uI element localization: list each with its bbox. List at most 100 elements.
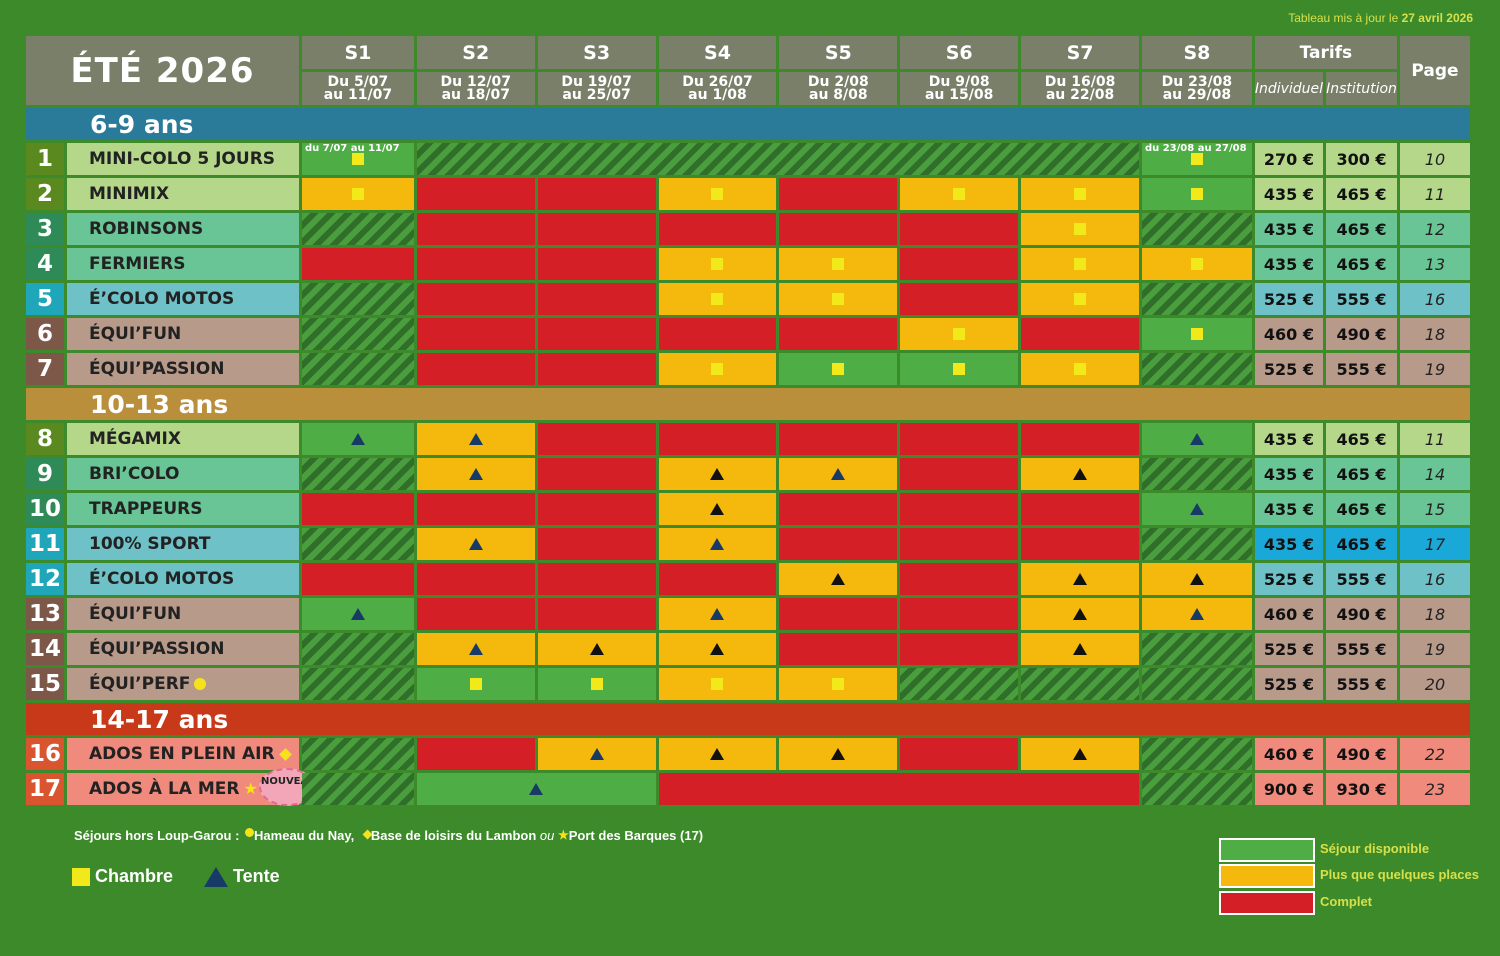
price-individuel: 525 € [1254,353,1324,385]
week-dates: Du 5/07 au 11/07 [301,72,414,105]
camp-row: 10 TRAPPEURS 435 €465 €15 [26,493,1470,525]
price-individuel: 900 € [1254,773,1324,805]
tente-icon [1073,748,1088,760]
tente-icon [1189,433,1204,445]
availability-cell [301,633,414,665]
price-individuel: 435 € [1254,493,1324,525]
update-prefix: Tableau mis à jour le [1288,11,1399,25]
camp-name-text: ADOS EN PLEIN AIR [88,744,275,764]
chambre-icon [832,258,845,270]
availability-cell [1141,493,1252,525]
week-dates: Du 12/07 au 18/07 [416,72,535,105]
availability-cell [537,283,656,315]
chambre-icon [711,363,724,375]
section-label: 6-9 ans [26,108,1470,140]
price-individuel: 525 € [1254,668,1324,700]
tente-icon [1189,608,1204,620]
section-row: 6-9 ans [26,108,1470,140]
availability-cell [416,178,535,210]
camp-row: 11 100% SPORT 435 €465 €17 [26,528,1470,560]
tente-icon [468,433,483,445]
camp-name: BRI’COLO [66,458,299,490]
availability-cell [658,668,777,700]
availability-cell [779,528,898,560]
page-number: 14 [1399,458,1470,490]
availability-cell [416,143,1139,175]
chambre-icon [832,293,845,305]
tente-icon [1073,573,1088,585]
week-label: S7 [1021,36,1139,69]
page-number: 11 [1399,423,1470,455]
availability-cell [301,668,414,700]
availability-cell [537,528,656,560]
availability-cell [1141,563,1252,595]
camp-name: ADOS EN PLEIN AIR [66,738,299,770]
camp-name-text: ÉQUI’FUN [88,324,182,344]
price-institution: 465 € [1326,493,1397,525]
availability-cell [779,213,898,245]
availability-cell [900,213,1019,245]
availability-cell [1021,458,1139,490]
tente-icon [710,468,725,480]
camp-number: 15 [26,668,64,700]
legend-available-label: Séjour disponible [1320,841,1430,856]
availability-cell [1141,668,1252,700]
header-row-weeks: ÉTÉ 2026 S1 S2 S3 S4 S5 S6 S7 S8 Tarifs … [26,36,1470,105]
week-label: S6 [900,36,1019,69]
price-individuel: 460 € [1254,598,1324,630]
availability-cell [301,528,414,560]
camp-row: 4 FERMIERS 435 €465 €13 [26,248,1470,280]
availability-cell [416,458,535,490]
legend-chambre-label: Chambre [95,866,174,886]
camp-name-text: MINI-COLO 5 JOURS [88,149,276,169]
availability-cell [416,353,535,385]
chambre-icon [1190,153,1203,165]
availability-cell [658,178,777,210]
price-institution: 555 € [1326,353,1397,385]
camp-number: 4 [26,248,64,280]
availability-cell [537,633,656,665]
week-label: S8 [1141,36,1252,69]
camp-number: 3 [26,213,64,245]
camp-row: 5 É’COLO MOTOS 525 €555 €16 [26,283,1470,315]
price-individuel: 525 € [1254,633,1324,665]
week-label: S2 [416,36,535,69]
availability-cell [1021,318,1139,350]
availability-cell [779,633,898,665]
price-institution: 465 € [1326,213,1397,245]
camp-name: TRAPPEURS [66,493,299,525]
availability-cell [900,248,1019,280]
tente-icon [831,748,846,760]
legend-tente-label: Tente [233,866,280,886]
availability-cell [416,773,656,805]
legend-full-label: Complet [1320,894,1372,909]
chambre-icon [953,188,966,200]
availability-cell [301,563,414,595]
camp-name: ÉQUI’PASSION [66,353,299,385]
price-institution: 465 € [1326,178,1397,210]
triangle-icon [204,866,228,887]
availability-cell [658,598,777,630]
tente-icon [589,643,604,655]
availability-cell: du 23/08 au 27/08 [1141,143,1252,175]
page-number: 19 [1399,353,1470,385]
availability-cell [1141,353,1252,385]
availability-cell [1141,738,1252,770]
availability-cell [900,318,1019,350]
availability-cell [537,668,656,700]
availability-cell [416,283,535,315]
availability-cell [1021,528,1139,560]
star-icon: ★ [243,779,258,798]
availability-cell [301,773,414,805]
week-dates: Du 16/08 au 22/08 [1021,72,1139,105]
tente-icon [831,468,846,480]
availability-cell [416,668,535,700]
availability-cell [779,248,898,280]
camp-number: 9 [26,458,64,490]
chambre-icon [351,188,364,200]
week-label: S1 [301,36,414,69]
availability-cell [1021,213,1139,245]
availability-cell [658,353,777,385]
availability-cell [779,178,898,210]
